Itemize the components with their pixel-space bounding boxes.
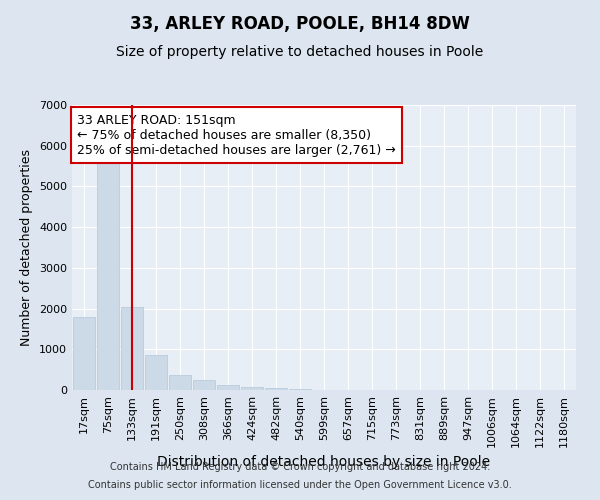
Text: Size of property relative to detached houses in Poole: Size of property relative to detached ho… bbox=[116, 45, 484, 59]
Bar bbox=[97, 156, 119, 390]
X-axis label: Distribution of detached houses by size in Poole: Distribution of detached houses by size … bbox=[157, 455, 491, 469]
Text: Contains HM Land Registry data © Crown copyright and database right 2024.: Contains HM Land Registry data © Crown c… bbox=[110, 462, 490, 472]
Bar bbox=[289, 389, 311, 390]
Bar bbox=[121, 306, 143, 390]
Text: Contains public sector information licensed under the Open Government Licence v3: Contains public sector information licen… bbox=[88, 480, 512, 490]
Bar bbox=[193, 380, 215, 390]
Bar bbox=[217, 385, 239, 390]
Bar bbox=[73, 316, 95, 390]
Bar bbox=[145, 356, 167, 390]
Bar bbox=[169, 374, 191, 390]
Text: 33 ARLEY ROAD: 151sqm
← 75% of detached houses are smaller (8,350)
25% of semi-d: 33 ARLEY ROAD: 151sqm ← 75% of detached … bbox=[77, 114, 396, 156]
Text: 33, ARLEY ROAD, POOLE, BH14 8DW: 33, ARLEY ROAD, POOLE, BH14 8DW bbox=[130, 15, 470, 33]
Bar bbox=[241, 386, 263, 390]
Bar bbox=[265, 388, 287, 390]
Y-axis label: Number of detached properties: Number of detached properties bbox=[20, 149, 34, 346]
